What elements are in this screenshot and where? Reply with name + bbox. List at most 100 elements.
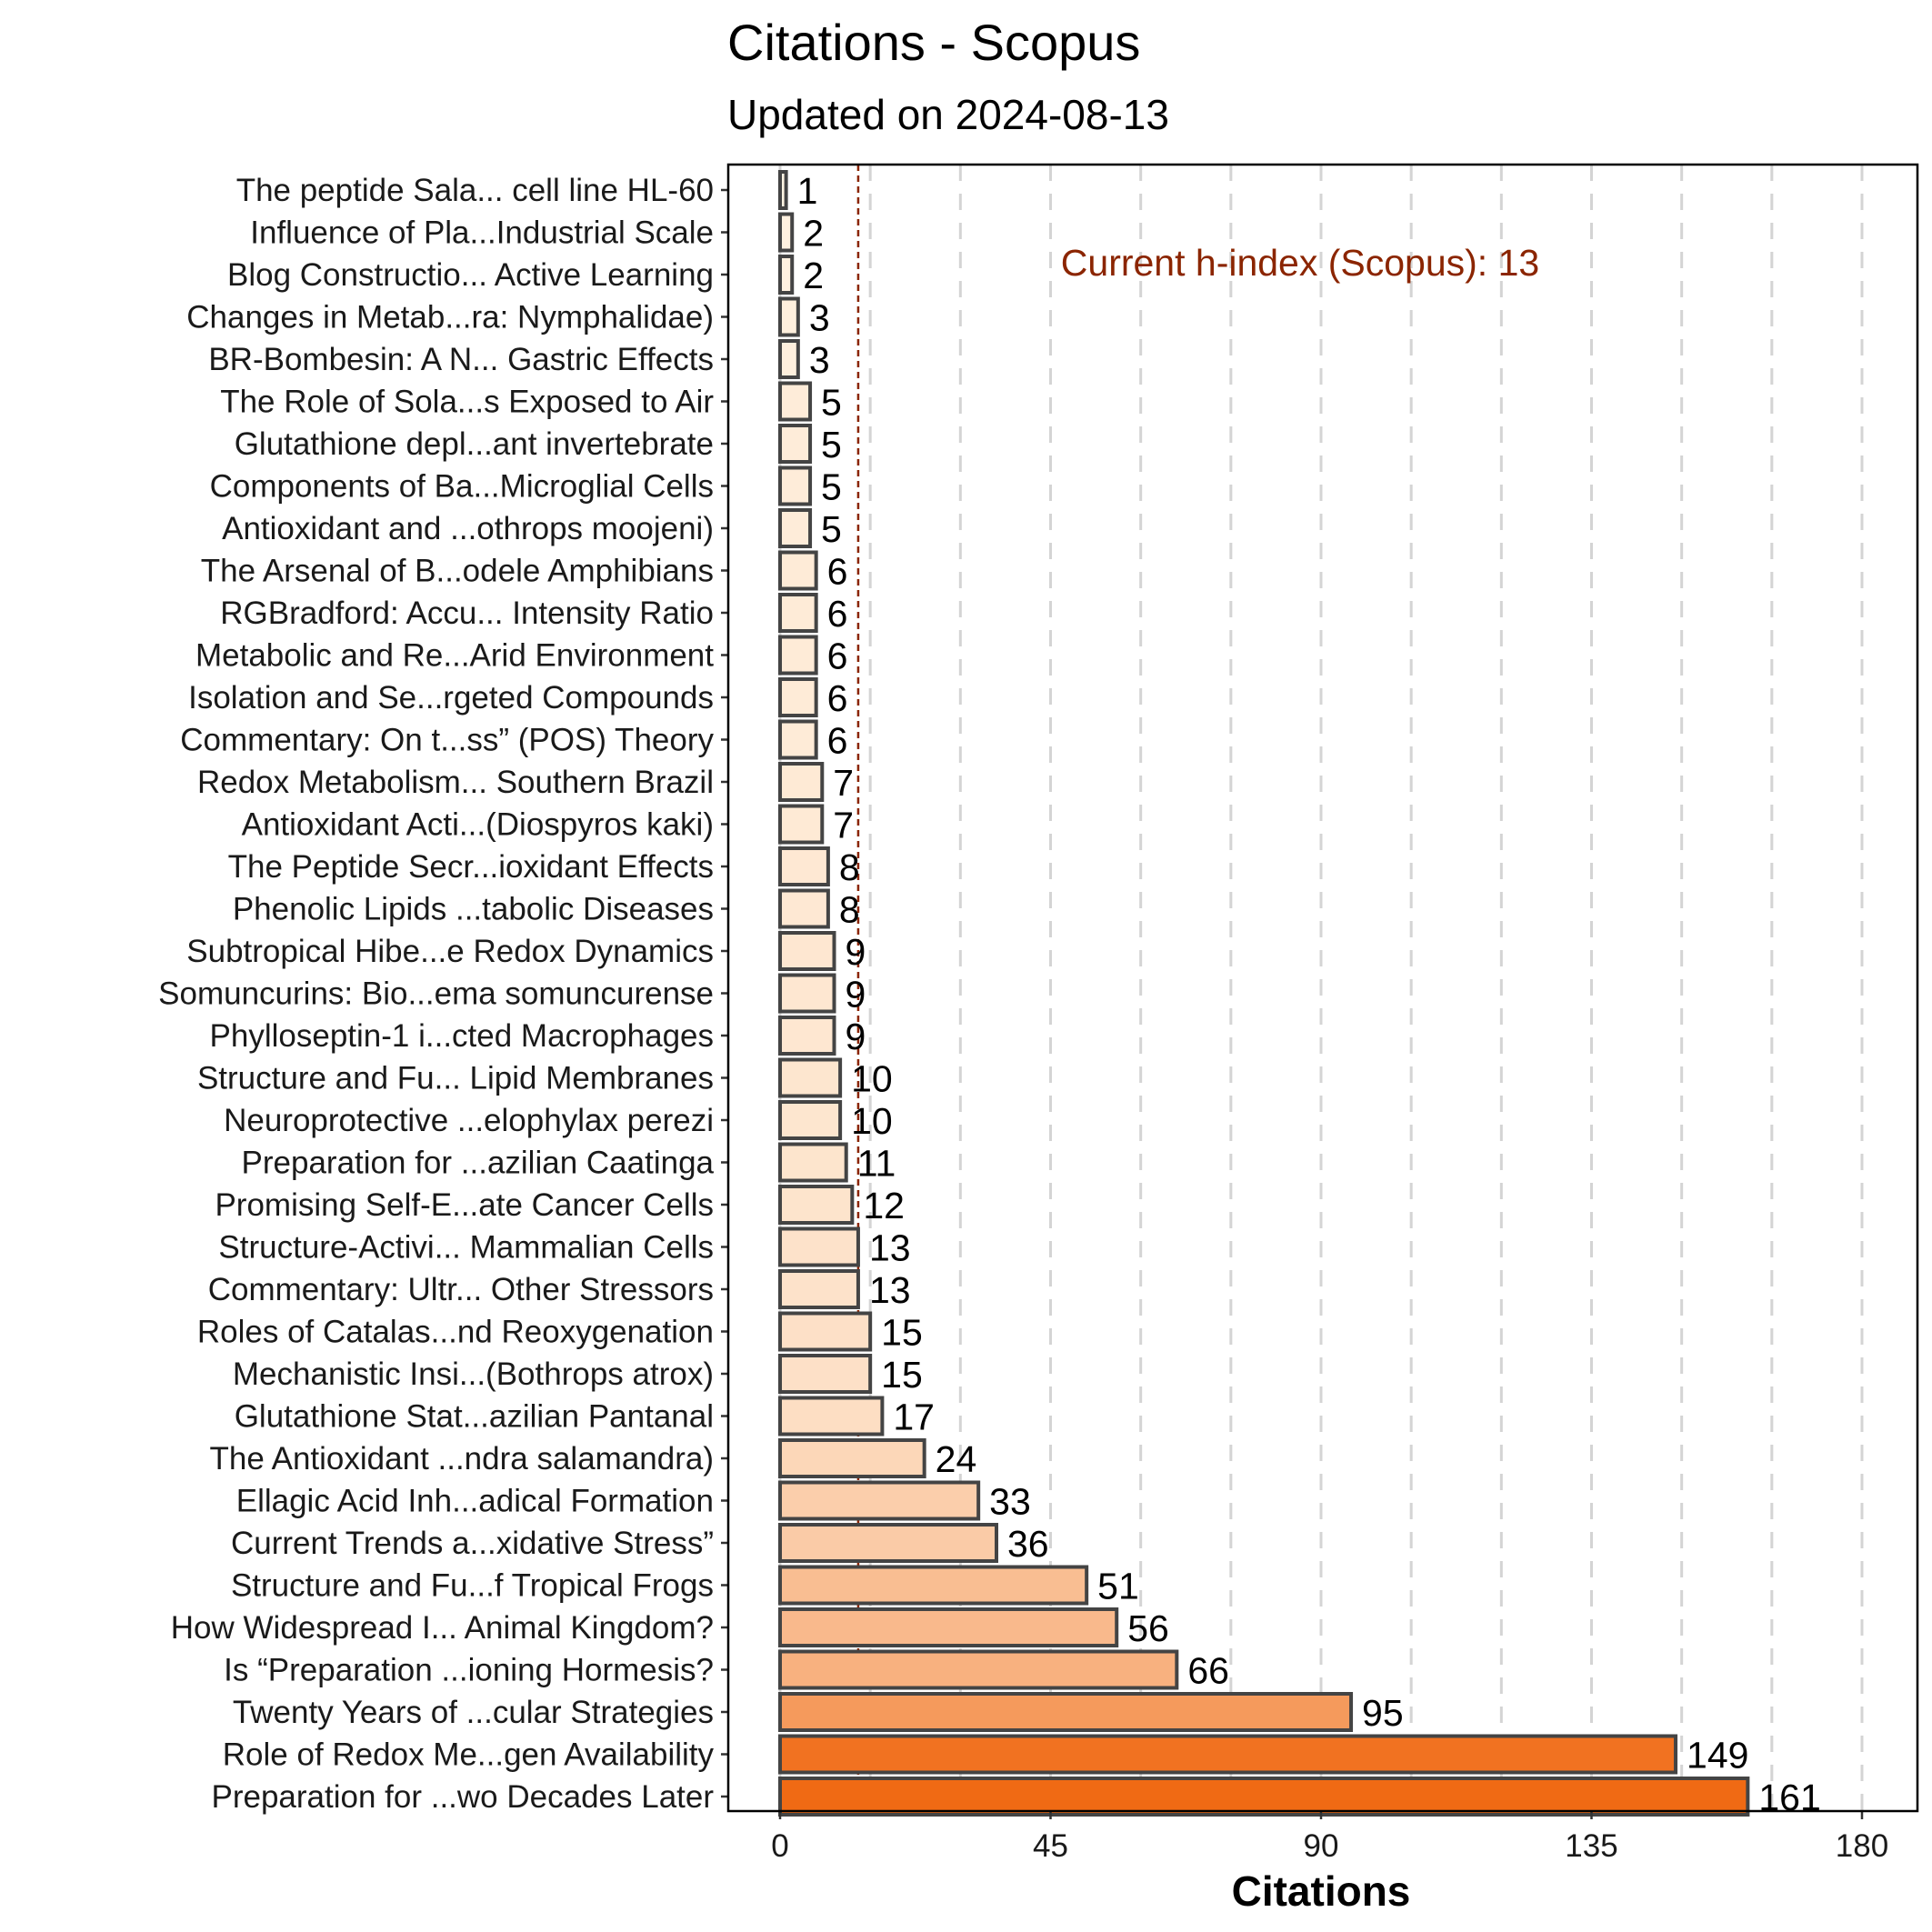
bar	[778, 1016, 836, 1056]
bar	[778, 424, 813, 464]
category-label: Structure and Fu... Lipid Membranes	[197, 1061, 714, 1096]
category-label: Mechanistic Insi...(Bothrops atrox)	[233, 1356, 714, 1392]
x-axis-title: Citations	[1232, 1867, 1411, 1915]
bar	[778, 296, 800, 337]
value-label: 10	[851, 1058, 893, 1100]
x-axis-ticks: 0 45 90 135 180	[771, 1811, 1888, 1864]
category-label: The peptide Sala... cell line HL-60	[236, 173, 714, 208]
value-label: 9	[846, 1016, 866, 1057]
value-label: 6	[827, 551, 848, 593]
bar	[778, 1269, 860, 1309]
value-label: 6	[827, 636, 848, 677]
bar	[778, 1311, 873, 1352]
grid-lines	[778, 165, 1864, 1811]
value-label: 13	[869, 1269, 911, 1311]
x-tick-label: 0	[771, 1828, 788, 1864]
value-label: 8	[839, 846, 860, 888]
value-label: 12	[863, 1185, 905, 1226]
value-label: 95	[1362, 1692, 1404, 1734]
x-tick-label: 90	[1304, 1828, 1339, 1864]
category-label: Changes in Metab...ra: Nymphalidae)	[186, 300, 714, 335]
value-label: 66	[1187, 1650, 1229, 1692]
category-label: Commentary: Ultr... Other Stressors	[208, 1272, 714, 1307]
category-label: Preparation for ...azilian Caatinga	[242, 1146, 715, 1181]
value-label: 15	[881, 1312, 923, 1354]
chart-title: Citations - Scopus	[727, 14, 1140, 71]
chart-subtitle: Updated on 2024-08-13	[727, 91, 1169, 138]
x-tick-label: 135	[1565, 1828, 1617, 1864]
value-label: 9	[846, 931, 866, 973]
category-label: The Antioxidant ...ndra salamandra)	[210, 1441, 714, 1477]
bar	[778, 635, 818, 676]
bar	[778, 1226, 860, 1267]
value-label: 15	[881, 1354, 923, 1396]
bar	[778, 1565, 1089, 1606]
bar	[778, 804, 825, 845]
bar	[778, 719, 818, 760]
value-label: 17	[893, 1396, 935, 1438]
bar	[778, 1692, 1354, 1732]
category-label: How Widespread I... Animal Kingdom?	[171, 1610, 714, 1646]
bar	[778, 339, 800, 379]
value-label: 3	[809, 339, 830, 381]
value-label: 10	[851, 1100, 893, 1142]
bar	[778, 1100, 843, 1140]
x-tick-label: 180	[1836, 1828, 1888, 1864]
category-labels: The peptide Sala... cell line HL-60 Influ…	[158, 173, 728, 1815]
value-label: 33	[989, 1481, 1031, 1523]
value-label: 5	[821, 424, 842, 465]
bar	[778, 1777, 1750, 1817]
category-label: Somuncurins: Bio...ema somuncurense	[158, 976, 714, 1012]
value-label: 36	[1007, 1523, 1049, 1565]
bar	[778, 1649, 1179, 1690]
category-label: Commentary: On t...ss” (POS) Theory	[180, 723, 714, 758]
category-label: Antioxidant and ...othrops moojeni)	[222, 511, 714, 546]
category-label: The Role of Sola...s Exposed to Air	[220, 385, 714, 420]
value-label: 6	[827, 677, 848, 719]
category-label: Influence of Pla...Industrial Scale	[250, 215, 714, 251]
value-label: 8	[839, 889, 860, 931]
category-label: Redox Metabolism... Southern Brazil	[197, 765, 714, 800]
bar	[778, 1142, 848, 1183]
bar	[778, 1354, 873, 1394]
bar	[778, 508, 813, 548]
category-label: Twenty Years of ...cular Strategies	[233, 1695, 714, 1730]
bar	[778, 1480, 981, 1521]
category-label: Antioxidant Acti...(Diospyros kaki)	[242, 807, 714, 843]
value-labels: 1223355556666677889991010111213131515172…	[797, 170, 1821, 1818]
value-label: 6	[827, 720, 848, 762]
bar	[778, 1607, 1119, 1647]
plot-panel-border	[726, 163, 1919, 1813]
bar	[778, 381, 813, 422]
bar	[778, 888, 830, 929]
value-label: 56	[1127, 1607, 1169, 1649]
value-label: 149	[1687, 1735, 1748, 1777]
category-label: Neuroprotective ...elophylax perezi	[224, 1103, 714, 1138]
value-label: 1	[797, 170, 818, 212]
category-label: Isolation and Se...rgeted Compounds	[188, 680, 714, 716]
category-label: Subtropical Hibe...e Redox Dynamics	[186, 934, 714, 969]
value-label: 5	[821, 382, 842, 424]
value-label: 2	[803, 213, 824, 255]
value-label: 7	[833, 762, 854, 804]
bar	[778, 465, 813, 506]
bar	[778, 1396, 885, 1436]
value-label: 5	[821, 466, 842, 508]
category-label: The Arsenal of B...odele Amphibians	[201, 554, 714, 589]
bars	[778, 170, 1750, 1817]
bar	[778, 212, 795, 253]
bar	[778, 1523, 998, 1563]
value-label: 6	[827, 593, 848, 635]
value-label: 13	[869, 1227, 911, 1269]
x-tick-label: 45	[1033, 1828, 1068, 1864]
category-label: Components of Ba...Microglial Cells	[210, 469, 714, 505]
bar	[778, 1057, 843, 1098]
value-label: 11	[857, 1143, 896, 1185]
value-label: 7	[833, 805, 854, 846]
category-label: Glutathione Stat...azilian Pantanal	[235, 1399, 714, 1435]
category-label: RGBradford: Accu... Intensity Ratio	[220, 596, 714, 631]
category-label: Glutathione depl...ant invertebrate	[235, 426, 714, 462]
bar	[778, 677, 818, 717]
value-label: 5	[821, 508, 842, 550]
